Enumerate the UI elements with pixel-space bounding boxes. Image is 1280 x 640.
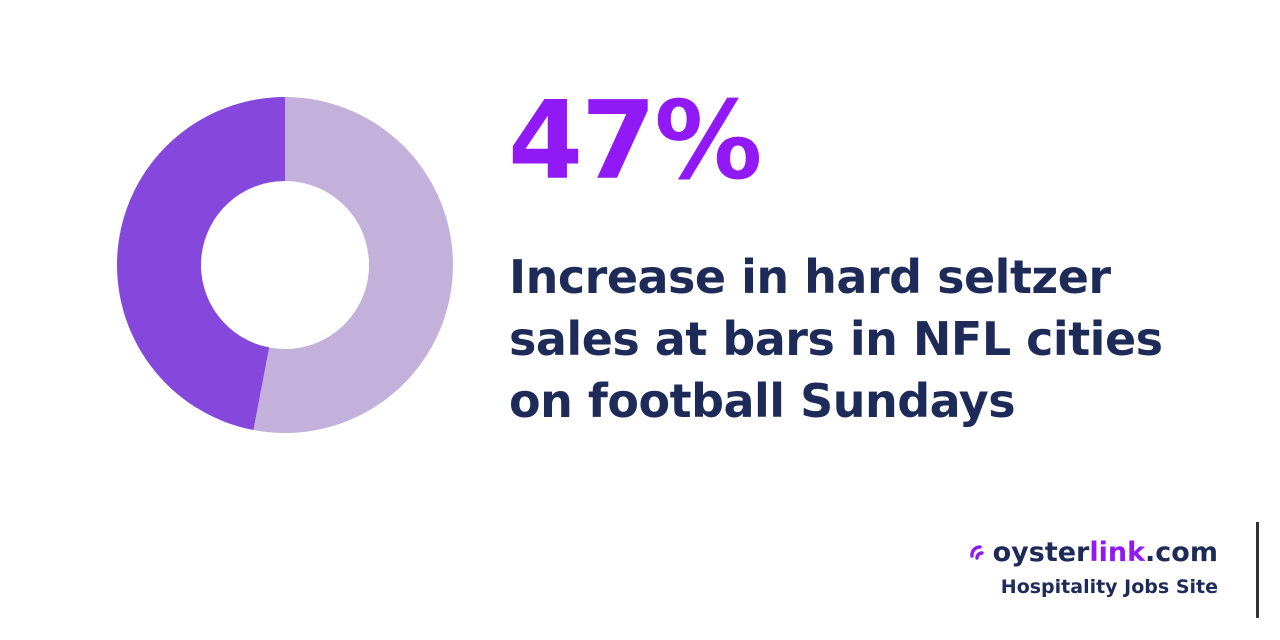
brand-logo: oyster link .com [968, 536, 1218, 570]
oyster-logo-icon [969, 545, 984, 560]
caption-line-1: Increase in hard seltzer [509, 250, 1111, 304]
donut-slice-2 [253, 97, 453, 433]
donut-slice-1 [116, 97, 285, 431]
brand-name-part3: .com [1145, 537, 1218, 568]
brand-block: oyster link .com Hospitality Jobs Site [968, 536, 1218, 598]
brand-tagline: Hospitality Jobs Site [1000, 576, 1218, 598]
edge-divider [1256, 522, 1259, 618]
headline-percentage: 47% [508, 79, 763, 204]
stat-caption: Increase in hard seltzer sales at bars i… [509, 246, 1209, 432]
brand-name-part2: link [1089, 537, 1146, 568]
caption-line-2: sales at bars in NFL cities [509, 312, 1163, 366]
donut-chart [116, 97, 453, 433]
caption-line-3: on football Sundays [509, 374, 1016, 428]
brand-name-part1: oyster [992, 537, 1090, 568]
